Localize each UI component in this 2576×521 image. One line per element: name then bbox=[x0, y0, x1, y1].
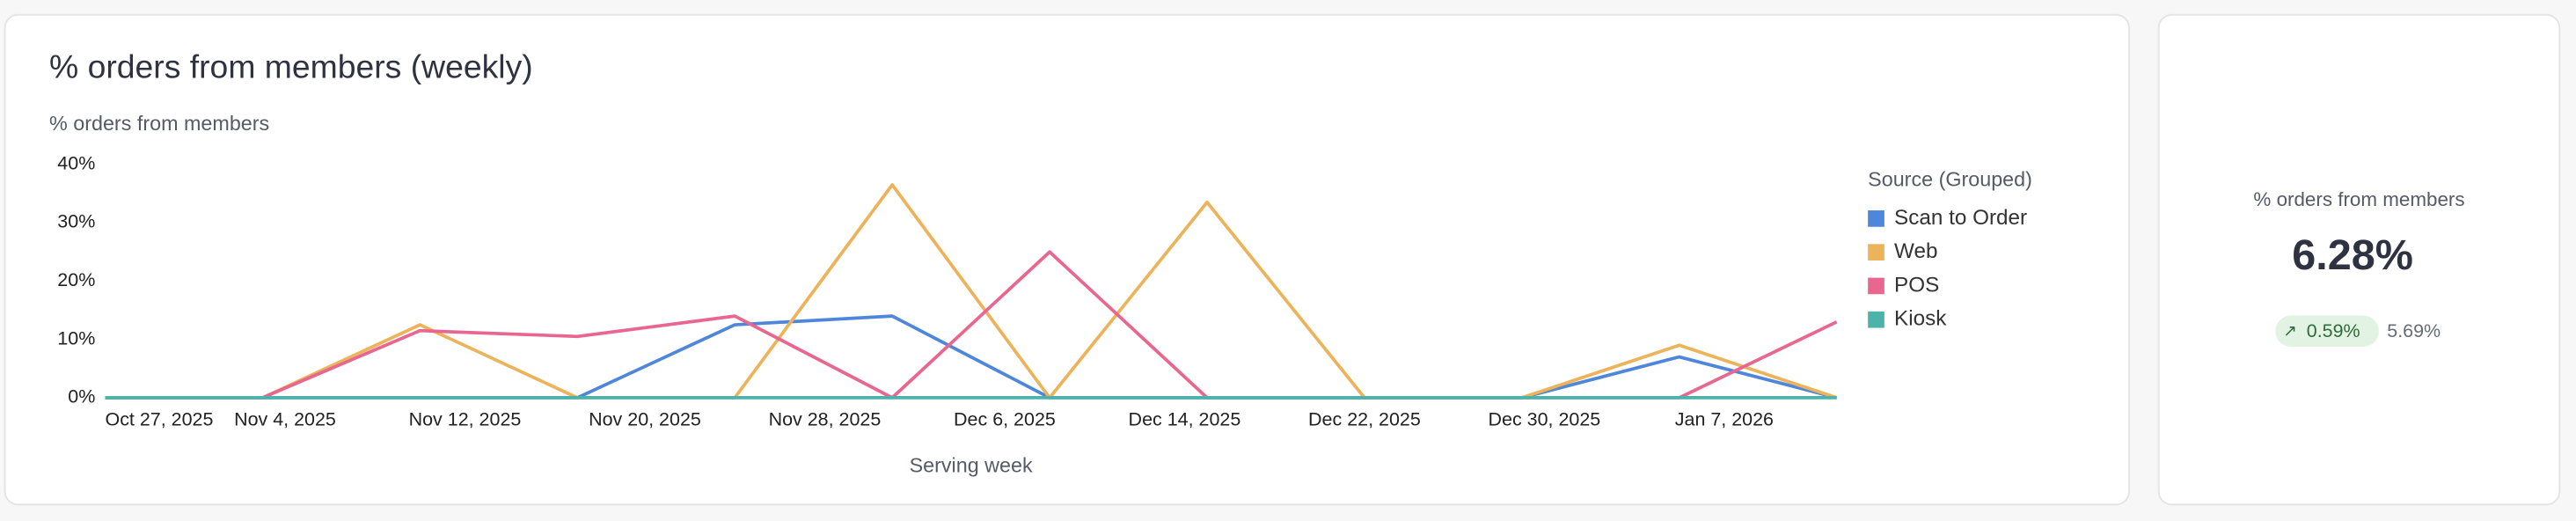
legend-swatch bbox=[1868, 210, 1884, 227]
kpi-value: 6.28% bbox=[2292, 231, 2413, 279]
legend: Scan to Order Web POS Kiosk bbox=[1868, 206, 2027, 331]
x-axis-title: Serving week bbox=[910, 454, 1033, 477]
series-line bbox=[105, 183, 1838, 400]
legend-label: Web bbox=[1894, 239, 1937, 263]
chart-card bbox=[4, 13, 2131, 506]
x-tick-label: Oct 27, 2025 bbox=[106, 409, 214, 430]
kpi-label: % orders from members bbox=[2253, 188, 2464, 210]
y-axis-title: % orders from members bbox=[49, 112, 269, 135]
x-tick-label: Nov 28, 2025 bbox=[769, 409, 882, 430]
x-tick-label: Dec 14, 2025 bbox=[1129, 409, 1241, 430]
change-badge bbox=[2275, 315, 2379, 348]
y-tick-label: 0% bbox=[68, 386, 95, 407]
y-tick-label: 10% bbox=[57, 327, 95, 349]
legend-swatch bbox=[1868, 311, 1884, 328]
up-arrow-icon: ↗ bbox=[2283, 321, 2297, 340]
legend-title: Source (Grouped) bbox=[1868, 168, 2032, 191]
y-tick-label: 40% bbox=[57, 152, 95, 173]
x-tick-label: Jan 7, 2026 bbox=[1675, 409, 1774, 430]
kpi-change: 0.59% bbox=[2307, 320, 2360, 341]
legend-label: Scan to Order bbox=[1894, 206, 2027, 230]
kpi-card bbox=[2157, 13, 2561, 506]
legend-swatch bbox=[1868, 277, 1884, 295]
legend-swatch bbox=[1868, 244, 1884, 260]
x-tick-label: Dec 30, 2025 bbox=[1489, 409, 1601, 430]
plot: 0% 10% 20% 30% 40% Oct 27, 2025 Nov 4, 2025 Nov… bbox=[57, 152, 1838, 430]
kpi-previous: 5.69% bbox=[2387, 320, 2441, 341]
x-tick-label: Dec 6, 2025 bbox=[954, 409, 1056, 430]
x-tick-label: Dec 22, 2025 bbox=[1308, 409, 1421, 430]
x-tick-label: Nov 20, 2025 bbox=[589, 409, 701, 430]
x-tick-label: Nov 12, 2025 bbox=[409, 409, 522, 430]
y-tick-label: 30% bbox=[57, 211, 95, 232]
legend-label: POS bbox=[1894, 273, 1939, 297]
legend-label: Kiosk bbox=[1894, 307, 1947, 331]
x-tick-label: Nov 4, 2025 bbox=[234, 409, 336, 430]
chart-title: % orders from members (weekly) bbox=[49, 48, 533, 84]
y-tick-label: 20% bbox=[57, 269, 95, 290]
